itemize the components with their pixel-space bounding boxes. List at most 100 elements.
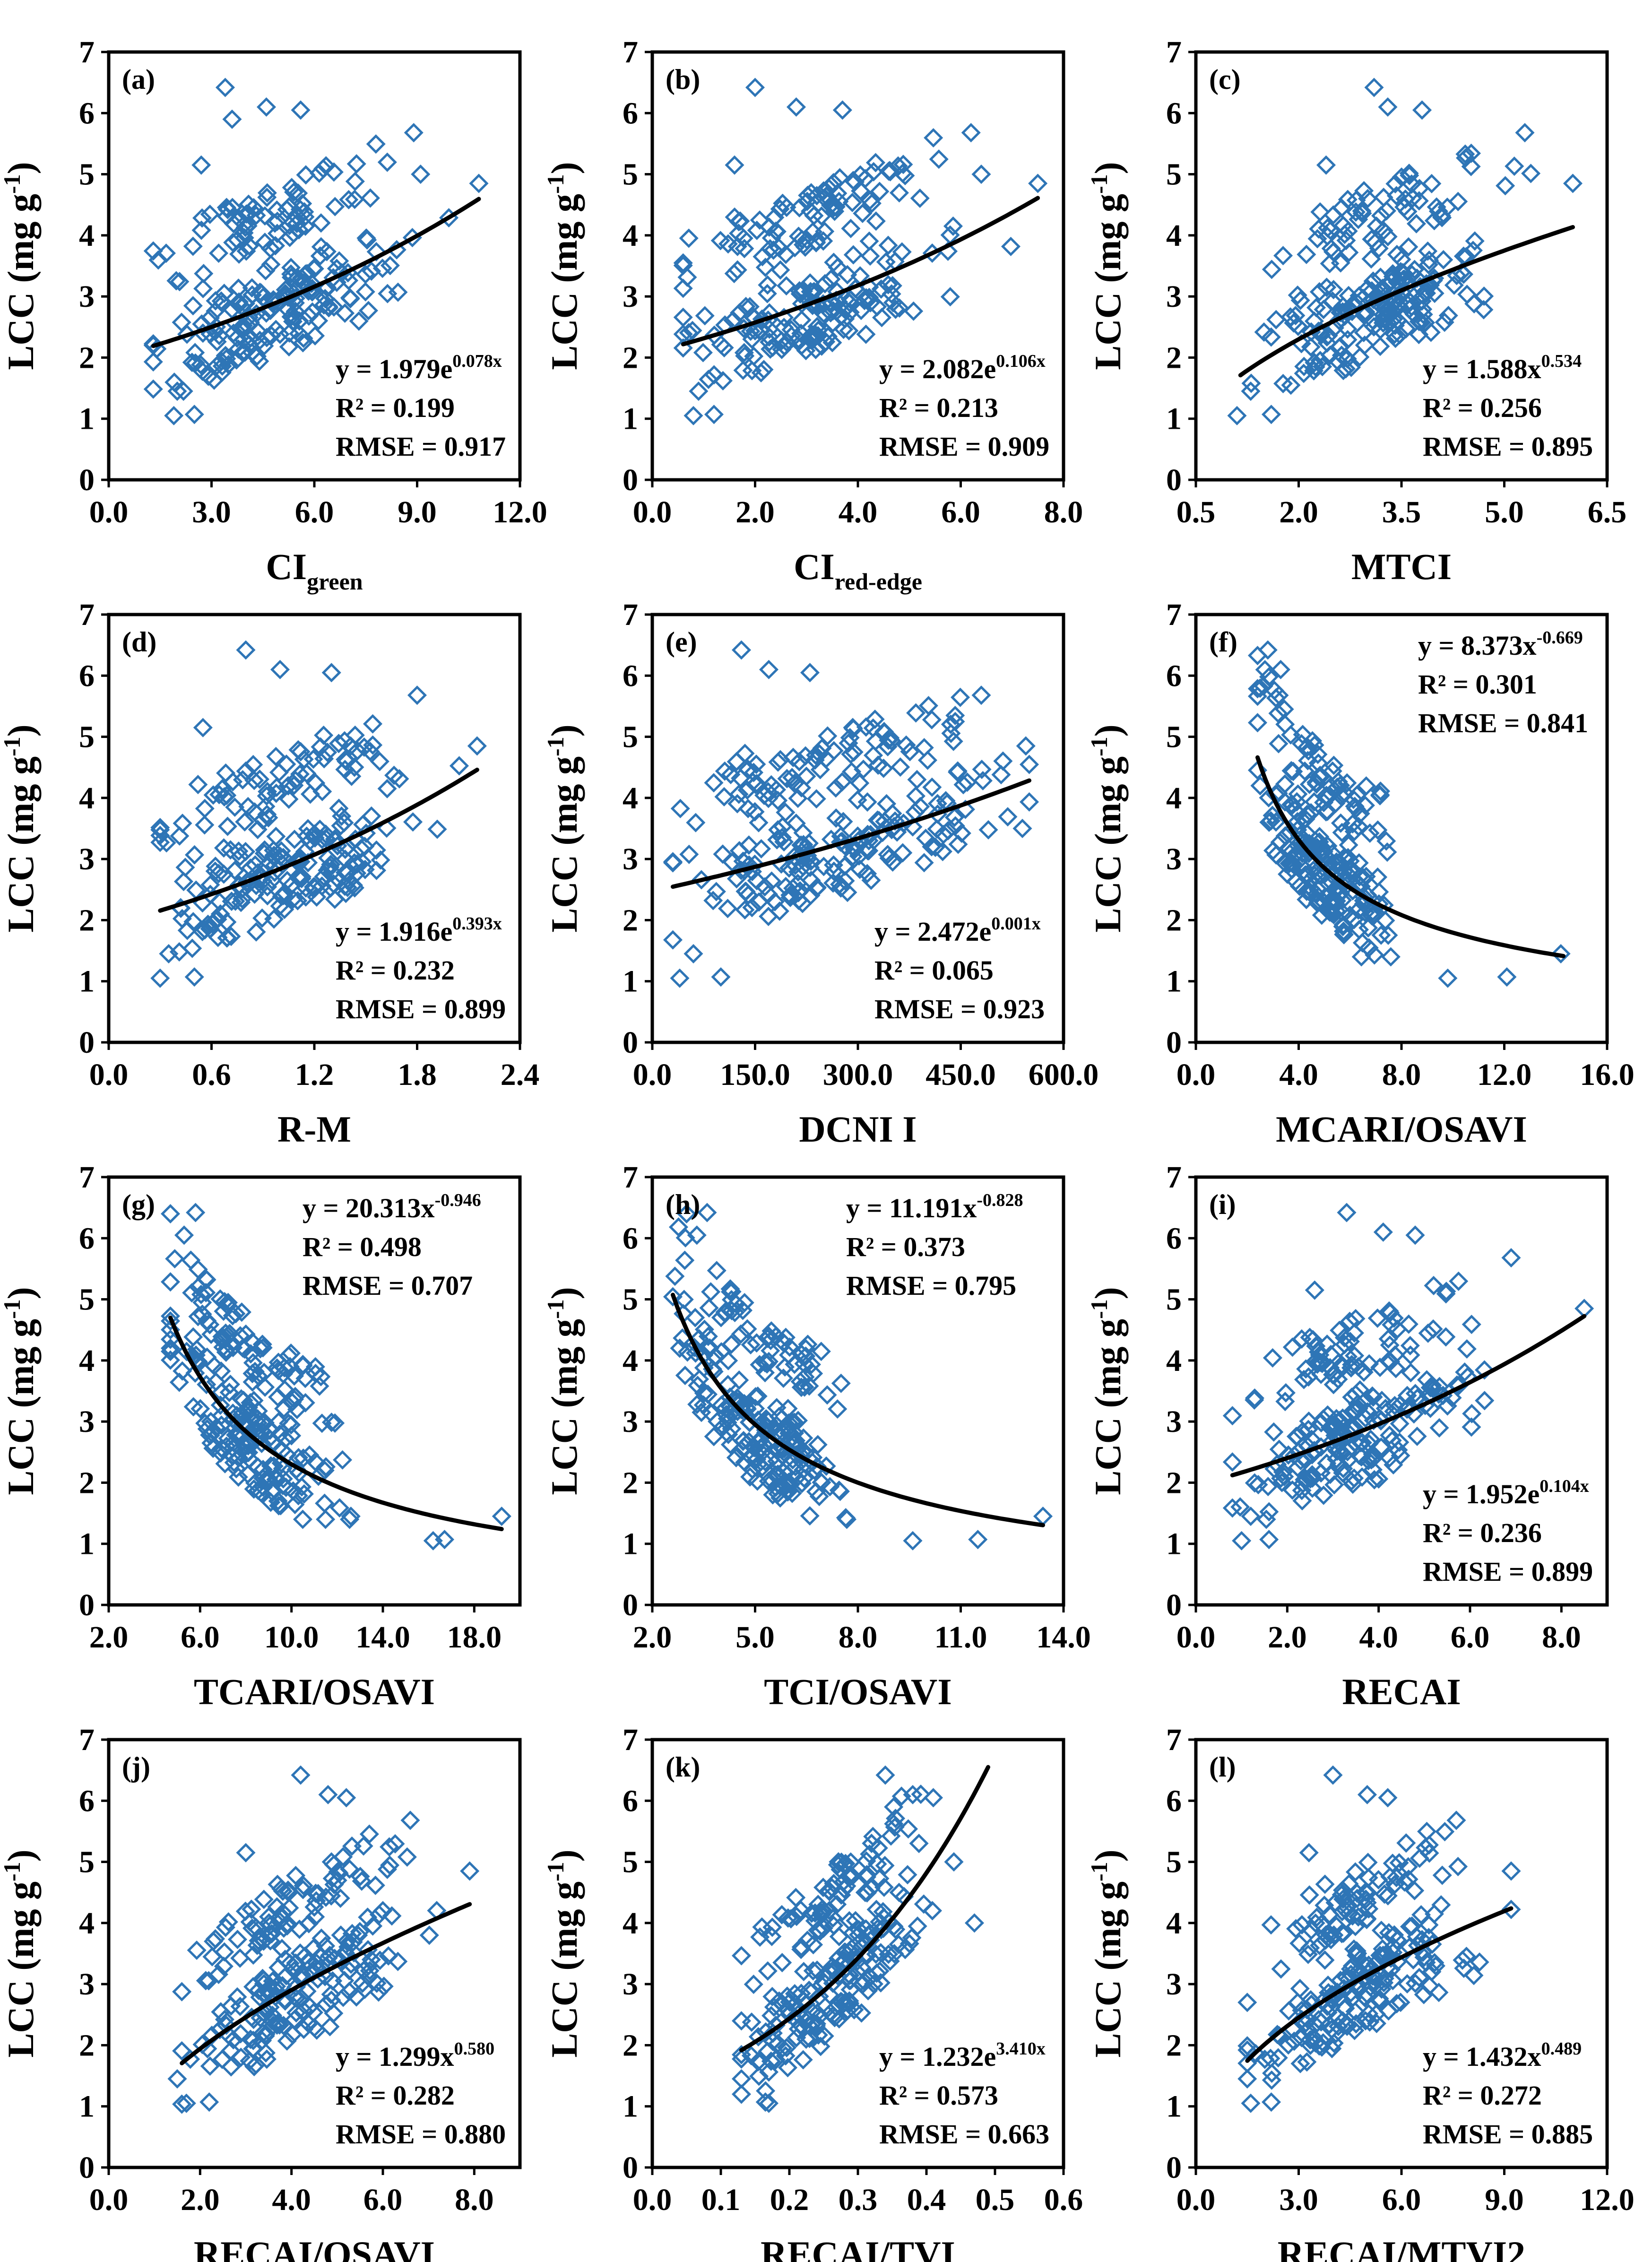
data-point (1375, 1884, 1394, 1904)
data-point (851, 181, 871, 201)
panel-label: (l) (1209, 1751, 1236, 1783)
data-point (268, 1412, 288, 1432)
data-point (793, 281, 813, 301)
data-point (673, 338, 693, 358)
data-point (1358, 918, 1378, 938)
data-point (885, 1817, 905, 1837)
data-point (200, 2056, 220, 2076)
data-point (1271, 1468, 1291, 1488)
data-point (213, 1440, 233, 1460)
data-point (835, 1993, 855, 2012)
data-point (1262, 2063, 1282, 2083)
data-point (279, 337, 299, 357)
data-point (242, 278, 262, 298)
data-point (1300, 1938, 1320, 1958)
data-point (1358, 1883, 1377, 1903)
data-point (160, 1338, 181, 1358)
data-point (230, 1948, 250, 1968)
data-point (758, 1961, 778, 1981)
data-point (850, 165, 870, 185)
data-point (829, 1927, 849, 1947)
r-squared: R² = 0.573 (879, 2080, 998, 2111)
data-point (735, 744, 755, 763)
data-point (1346, 191, 1366, 210)
fit-equation: y = 8.373x-0.669 (1418, 628, 1583, 661)
data-point (270, 1424, 290, 1444)
data-point (773, 1333, 793, 1352)
data-point (369, 1905, 389, 1924)
data-point (776, 1327, 796, 1347)
data-point (844, 742, 864, 762)
data-point (695, 306, 715, 326)
data-point (1447, 266, 1467, 286)
data-point (377, 779, 397, 798)
data-point (1222, 1498, 1242, 1518)
y-tick-label: 4 (623, 1343, 638, 1378)
data-point (345, 725, 365, 745)
data-point (1336, 359, 1356, 379)
data-point (1410, 1848, 1429, 1868)
data-point (1384, 292, 1403, 312)
y-tick-label: 3 (79, 279, 95, 314)
data-point (366, 134, 386, 154)
x-tick-label: 14.0 (1036, 1620, 1091, 1655)
x-tick-label: 3.0 (192, 495, 231, 529)
x-tick-label: 0.0 (89, 495, 129, 529)
data-point (1222, 1452, 1242, 1472)
data-point (400, 1811, 420, 1830)
data-point (796, 766, 816, 786)
data-point (1287, 1427, 1307, 1447)
data-point (1323, 280, 1343, 300)
data-point (1413, 286, 1433, 306)
data-point (1273, 1462, 1293, 1482)
data-point (911, 1785, 931, 1804)
data-point (323, 1971, 343, 1991)
data-point (360, 188, 380, 208)
r-squared: R² = 0.256 (1423, 392, 1542, 423)
data-point (283, 889, 303, 909)
data-point (273, 1458, 293, 1478)
data-point (1331, 813, 1350, 833)
panel-h: 0 1 2 3 4 5 6 7 2.0 5.0 8.0 11.0 14.0 TCI/OSAVI LCC (m… (542, 1160, 1091, 1712)
data-point (1314, 1409, 1333, 1429)
data-point (1330, 1411, 1349, 1430)
data-point (192, 1304, 212, 1324)
data-point (1354, 1362, 1374, 1382)
data-point (1292, 1481, 1312, 1500)
data-point (1475, 1391, 1495, 1411)
data-point (216, 346, 235, 365)
data-point (824, 252, 844, 272)
data-point (1418, 241, 1438, 261)
data-point (857, 1883, 877, 1903)
data-point (735, 882, 755, 901)
data-point (1431, 1895, 1451, 1915)
data-point (883, 852, 903, 872)
data-point (1314, 1485, 1333, 1505)
data-point (1315, 1930, 1335, 1950)
data-point (1290, 2054, 1310, 2073)
data-point (266, 1470, 286, 1490)
data-point (1463, 241, 1483, 260)
data-point (755, 2092, 775, 2112)
data-point (729, 1370, 749, 1390)
data-point (759, 1352, 779, 1371)
data-point (812, 1905, 831, 1925)
data-point (1438, 968, 1458, 988)
data-point (261, 254, 281, 274)
data-point (1308, 880, 1328, 900)
data-point (172, 909, 192, 928)
data-point (216, 2015, 236, 2035)
data-point (365, 1875, 385, 1895)
data-point (388, 1951, 408, 1971)
data-point (1425, 1953, 1444, 1973)
data-point (164, 373, 184, 392)
data-point (787, 1468, 806, 1488)
data-point (278, 776, 298, 796)
data-point (871, 1943, 891, 1963)
data-point (770, 199, 790, 219)
data-point (324, 2003, 344, 2023)
data-point (745, 854, 765, 874)
data-point (240, 312, 260, 332)
data-point (143, 379, 163, 399)
data-point (1432, 208, 1452, 227)
